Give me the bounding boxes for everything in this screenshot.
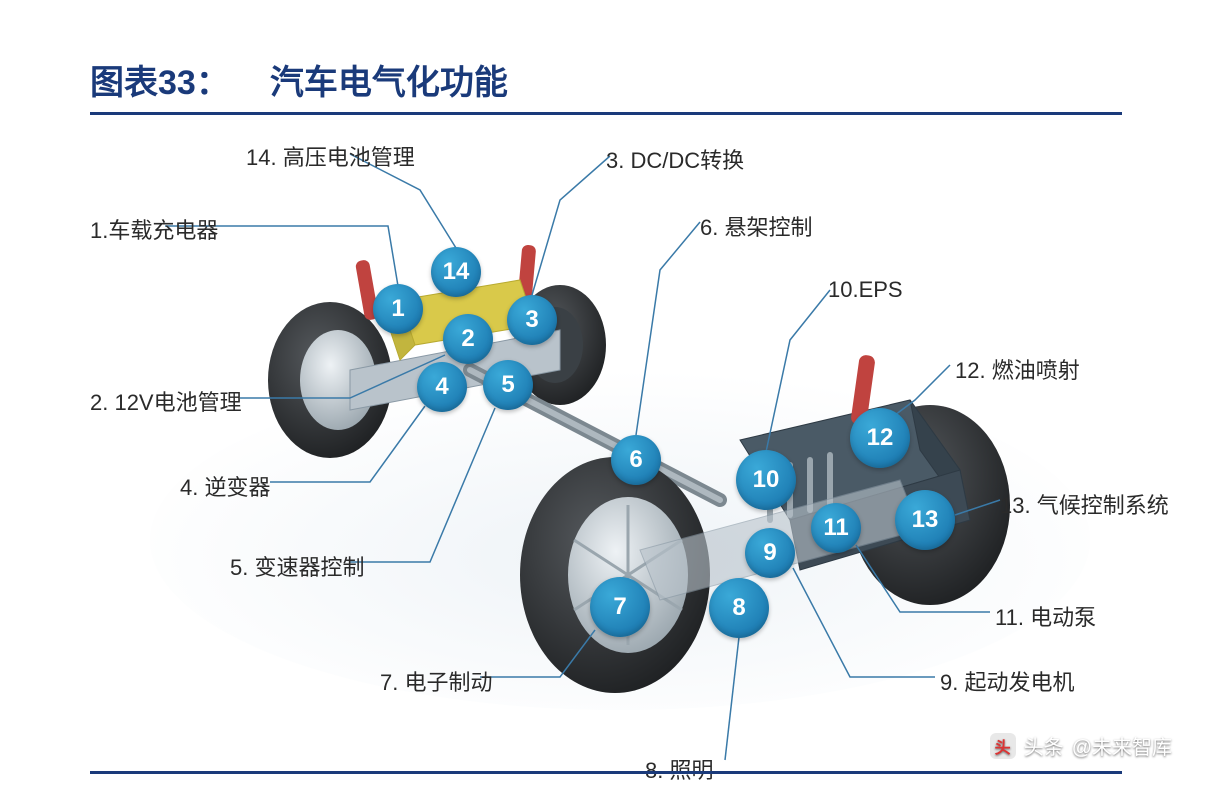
figure-number: 图表33：: [90, 55, 230, 104]
callout-label-12: 12. 燃油喷射: [955, 353, 1080, 385]
callout-label-7: 7. 电子制动: [380, 665, 492, 697]
callout-label-14: 14. 高压电池管理: [246, 140, 415, 172]
callout-label-6: 6. 悬架控制: [700, 210, 812, 242]
figure-header: 图表33： 汽车电气化功能: [90, 55, 1122, 115]
callout-label-13: 13. 气候控制系统: [1000, 488, 1169, 520]
footer-rule: [90, 771, 1122, 774]
callout-marker-10: 10: [736, 450, 796, 510]
callout-label-5: 5. 变速器控制: [230, 550, 364, 582]
toutiao-icon: 头: [990, 733, 1016, 759]
chassis-diagram: 1 1.车载充电器 2 2. 12V电池管理 3 3. DC/DC转换 4 4. 逆变器 5 5.…: [0, 110, 1212, 770]
callout-marker-5: 5: [483, 360, 533, 410]
watermark-prefix: 头条: [1024, 731, 1064, 760]
figure-title: 汽车电气化功能: [270, 55, 508, 104]
callout-marker-1: 1: [373, 284, 423, 334]
callout-marker-7: 7: [590, 577, 650, 637]
callout-marker-9: 9: [745, 528, 795, 578]
watermark-text: @未来智库: [1072, 731, 1172, 760]
callout-label-1: 1.车载充电器: [90, 213, 218, 245]
callout-label-2: 2. 12V电池管理: [90, 385, 242, 417]
callout-label-4: 4. 逆变器: [180, 470, 270, 502]
callout-marker-3: 3: [507, 295, 557, 345]
callout-marker-8: 8: [709, 578, 769, 638]
callout-label-9: 9. 起动发电机: [940, 665, 1074, 697]
callout-marker-6: 6: [611, 435, 661, 485]
callout-marker-2: 2: [443, 314, 493, 364]
callout-label-3: 3. DC/DC转换: [606, 143, 744, 175]
callout-marker-4: 4: [417, 362, 467, 412]
watermark: 头 头条 @未来智库: [990, 731, 1172, 760]
callout-label-11: 11. 电动泵: [995, 600, 1096, 632]
callout-marker-14: 14: [431, 247, 481, 297]
callout-marker-11: 11: [811, 503, 861, 553]
callout-marker-12: 12: [850, 408, 910, 468]
callout-marker-13: 13: [895, 490, 955, 550]
callout-label-8: 8. 照明: [645, 753, 713, 785]
callout-label-10: 10.EPS: [828, 277, 903, 303]
